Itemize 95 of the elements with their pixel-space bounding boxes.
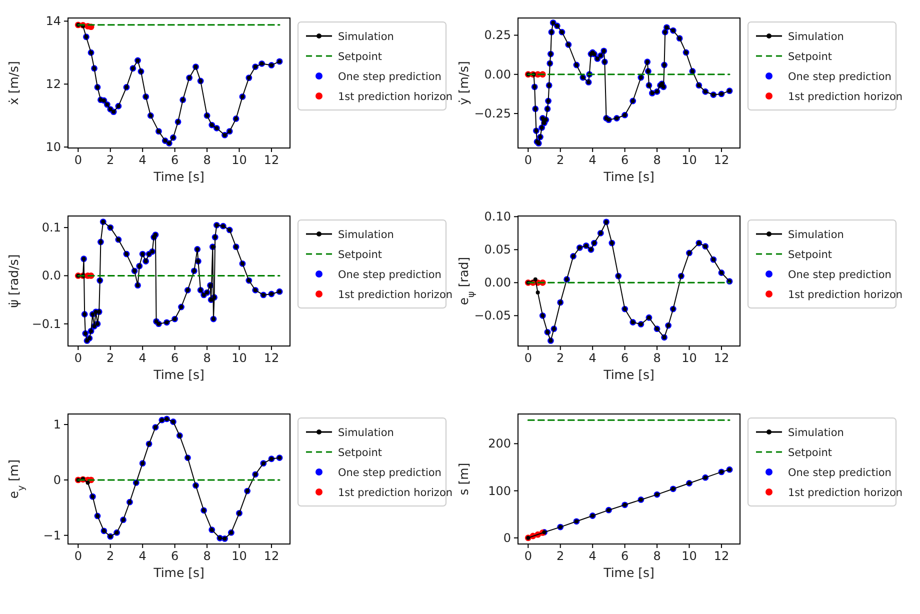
legend-label: 1st prediction horizon — [788, 289, 903, 301]
x-tick-label: 2 — [556, 351, 564, 365]
x-tick-label: 10 — [232, 153, 247, 167]
y-tick-label: 0.00 — [484, 67, 511, 82]
x-tick-label: 0 — [74, 153, 82, 167]
y-tick-label: 10 — [46, 140, 61, 154]
x-tick-label: 0 — [524, 351, 532, 365]
legend-label: One step prediction — [788, 71, 892, 83]
legend-label: 1st prediction horizon — [788, 91, 903, 103]
legend-label: One step prediction — [338, 467, 442, 479]
x-tick-label: 6 — [620, 153, 629, 167]
x-tick-label: 2 — [106, 153, 114, 167]
y-tick-label: 0.10 — [484, 210, 511, 224]
x-tick-label: 2 — [556, 153, 564, 167]
legend-label: Simulation — [788, 229, 844, 241]
x-tick-label: 10 — [682, 351, 697, 365]
y-axis-title: ψ̇ [rad/s] — [6, 254, 21, 308]
y-tick-label: 12 — [46, 77, 61, 92]
x-tick-label: 0 — [524, 549, 532, 563]
x-tick-label: 2 — [556, 549, 564, 563]
y-tick-label: 100 — [488, 484, 511, 498]
x-tick-label: 6 — [170, 153, 179, 167]
legend-label: Simulation — [788, 31, 844, 43]
legend-label: One step prediction — [338, 71, 442, 83]
x-tick-label: 8 — [203, 351, 211, 365]
legend-label: Simulation — [338, 229, 394, 241]
y-axis-title: ẋ [m/s] — [6, 60, 21, 106]
y-axis-title: ẏ [m/s] — [456, 60, 471, 106]
x-tick-label: 0 — [524, 153, 532, 167]
legend-label: 1st prediction horizon — [788, 487, 903, 499]
x-tick-label: 4 — [138, 153, 146, 167]
x-tick-label: 2 — [106, 351, 114, 365]
legend-label: Setpoint — [788, 447, 832, 459]
legend-label: Setpoint — [338, 249, 382, 261]
x-tick-label: 2 — [106, 549, 114, 563]
x-tick-label: 12 — [714, 153, 730, 167]
y-tick-label: 14 — [46, 14, 61, 28]
x-tick-label: 8 — [203, 549, 211, 563]
x-tick-label: 8 — [653, 153, 661, 167]
x-axis-title: Time [s] — [152, 367, 204, 382]
legend-label: Setpoint — [338, 447, 382, 459]
y-tick-label: 0.1 — [42, 220, 61, 235]
y-tick-label: 0 — [53, 472, 61, 487]
x-axis-title: Time [s] — [602, 565, 654, 580]
x-tick-label: 12 — [264, 549, 280, 563]
y-tick-label: 0.05 — [484, 242, 511, 257]
x-tick-label: 8 — [653, 351, 661, 365]
legend-label: 1st prediction horizon — [338, 289, 453, 301]
legend-label: Simulation — [788, 427, 844, 439]
y-tick-label: −0.05 — [474, 308, 511, 323]
x-tick-label: 4 — [588, 549, 596, 563]
x-tick-label: 4 — [588, 351, 596, 365]
y-tick-label: −0.1 — [32, 316, 61, 331]
x-tick-label: 6 — [620, 351, 629, 365]
y-tick-label: 0.0 — [42, 268, 61, 283]
legend-label: 1st prediction horizon — [338, 91, 453, 103]
x-tick-label: 6 — [170, 351, 179, 365]
x-tick-label: 4 — [588, 153, 596, 167]
x-tick-label: 0 — [74, 351, 82, 365]
legend-label: Setpoint — [338, 51, 382, 63]
x-axis-title: Time [s] — [152, 565, 204, 580]
x-tick-label: 0 — [74, 549, 82, 563]
x-tick-label: 8 — [203, 153, 211, 167]
x-tick-label: 12 — [264, 153, 280, 167]
x-tick-label: 10 — [682, 153, 697, 167]
legend-label: One step prediction — [338, 269, 442, 281]
x-tick-label: 6 — [170, 549, 179, 563]
x-tick-label: 12 — [714, 549, 730, 563]
x-tick-label: 4 — [138, 549, 146, 563]
legend-label: One step prediction — [788, 269, 892, 281]
x-tick-label: 6 — [620, 549, 629, 563]
x-tick-label: 12 — [714, 351, 730, 365]
y-tick-label: 0 — [503, 530, 511, 545]
y-tick-label: 1 — [53, 418, 61, 432]
x-axis-title: Time [s] — [602, 169, 654, 184]
legend-label: Simulation — [338, 31, 394, 43]
x-tick-label: 10 — [682, 549, 697, 563]
legend-label: Setpoint — [788, 51, 832, 63]
x-tick-label: 10 — [232, 549, 247, 563]
x-tick-label: 4 — [138, 351, 146, 365]
legend-label: Simulation — [338, 427, 394, 439]
x-tick-label: 12 — [264, 351, 280, 365]
x-tick-label: 8 — [653, 549, 661, 563]
y-tick-label: 200 — [488, 436, 511, 451]
legend-label: Setpoint — [788, 249, 832, 261]
legend-label: One step prediction — [788, 467, 892, 479]
x-axis-title: Time [s] — [602, 367, 654, 382]
y-tick-label: 0.25 — [484, 28, 511, 42]
x-axis-title: Time [s] — [152, 169, 204, 184]
x-tick-label: 10 — [232, 351, 247, 365]
y-tick-label: −0.25 — [474, 106, 511, 121]
y-tick-label: 0.00 — [484, 276, 511, 290]
y-axis-title: s [m] — [456, 462, 471, 496]
legend-label: 1st prediction horizon — [338, 487, 453, 499]
y-tick-label: −1 — [43, 528, 61, 542]
